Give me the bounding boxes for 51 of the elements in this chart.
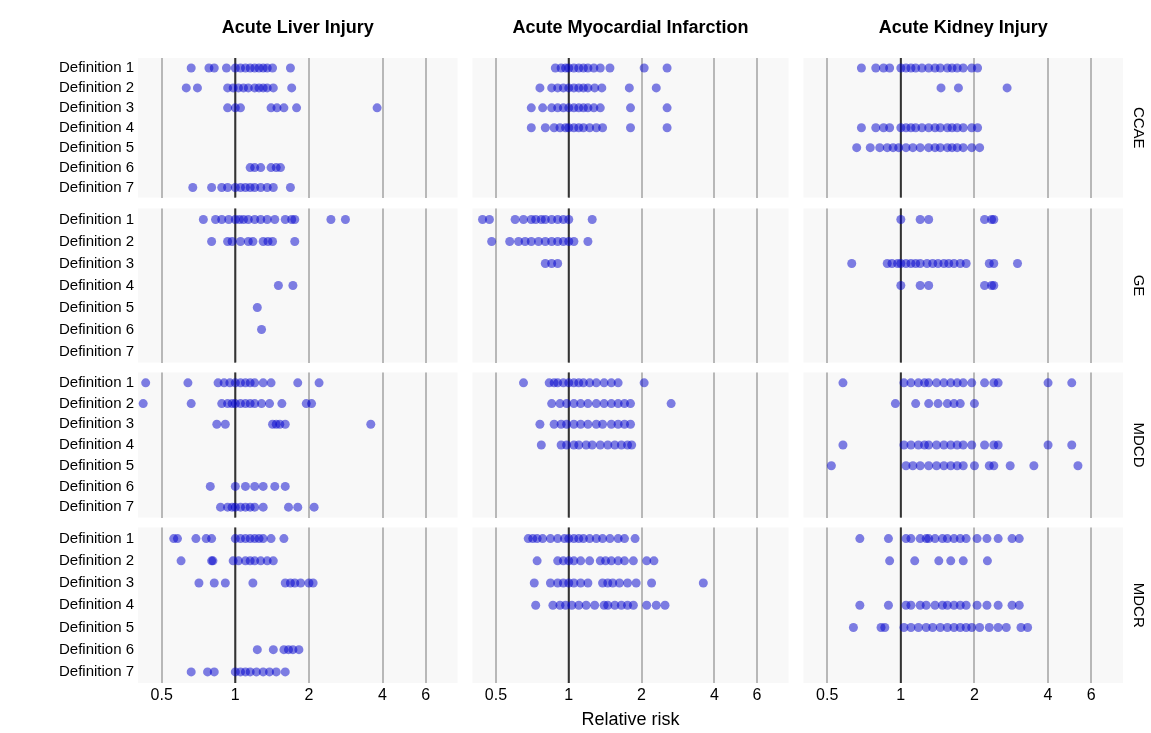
y-tick-label: Definition 4 bbox=[58, 117, 134, 135]
y-tick-label: Definition 5 bbox=[58, 617, 134, 635]
y-tick-label: Definition 6 bbox=[58, 157, 134, 175]
y-tick-label: Definition 3 bbox=[58, 253, 134, 271]
x-tick-label: 1 bbox=[564, 686, 574, 704]
y-tick-label: Definition 3 bbox=[58, 414, 134, 432]
y-tick-label: Definition 2 bbox=[58, 78, 134, 96]
x-tick-label: 2 bbox=[969, 686, 979, 704]
y2-axis-title: GE bbox=[1130, 274, 1148, 297]
x-axis-title: Relative risk bbox=[581, 709, 681, 730]
x-tick-label: 4 bbox=[709, 686, 719, 704]
x-tick-label: 6 bbox=[1086, 686, 1096, 704]
y-tick-label: Definition 6 bbox=[58, 476, 134, 494]
y-tick-label: Definition 7 bbox=[58, 662, 134, 680]
y-tick-label: Definition 5 bbox=[58, 455, 134, 473]
x-tick-label: 6 bbox=[752, 686, 762, 704]
x-tick-label: 2 bbox=[637, 686, 647, 704]
y-tick-label: Definition 3 bbox=[58, 573, 134, 591]
chart-title: Acute Liver Injury bbox=[221, 16, 374, 37]
y2-axis-title: CCAE bbox=[1130, 106, 1148, 149]
x-tick-label: 0.5 bbox=[484, 686, 508, 704]
x-tick-label: 0.5 bbox=[150, 686, 173, 704]
x-tick-label: 4 bbox=[378, 686, 388, 704]
x-tick-label: 6 bbox=[421, 686, 431, 704]
y-tick-label: Definition 1 bbox=[58, 373, 134, 390]
y2-axis-title: MDCR bbox=[1130, 582, 1148, 628]
y-tick-label: Definition 1 bbox=[58, 209, 134, 227]
y-tick-label: Definition 2 bbox=[58, 550, 134, 568]
y-tick-label: Definition 3 bbox=[58, 97, 134, 115]
y-tick-label: Definition 5 bbox=[58, 137, 134, 155]
y-tick-label: Definition 6 bbox=[58, 639, 134, 657]
y-tick-label: Definition 7 bbox=[58, 177, 134, 195]
y-tick-label: Definition 4 bbox=[58, 435, 134, 453]
y-tick-label: Definition 7 bbox=[58, 341, 134, 359]
y-tick-label: Definition 6 bbox=[58, 319, 134, 337]
y2-axis-title: MDCD bbox=[1130, 422, 1148, 468]
y-tick-label: Definition 2 bbox=[58, 393, 134, 411]
x-tick-label: 1 bbox=[896, 686, 906, 704]
chart-title: Acute Kidney Injury bbox=[878, 16, 1048, 37]
y-tick-label: Definition 1 bbox=[58, 58, 134, 76]
chart-title: Acute Myocardial Infarction bbox=[512, 16, 749, 37]
x-tick-label: 2 bbox=[304, 686, 314, 704]
y-tick-label: Definition 5 bbox=[58, 297, 134, 315]
x-tick-label: 1 bbox=[230, 686, 240, 704]
x-tick-label: 4 bbox=[1043, 686, 1053, 704]
y-tick-label: Definition 4 bbox=[58, 595, 134, 613]
y-tick-label: Definition 4 bbox=[58, 275, 134, 293]
y-tick-label: Definition 1 bbox=[58, 528, 134, 546]
x-tick-label: 0.5 bbox=[816, 686, 839, 704]
y-tick-label: Definition 7 bbox=[58, 497, 134, 515]
y-tick-label: Definition 2 bbox=[58, 231, 134, 249]
